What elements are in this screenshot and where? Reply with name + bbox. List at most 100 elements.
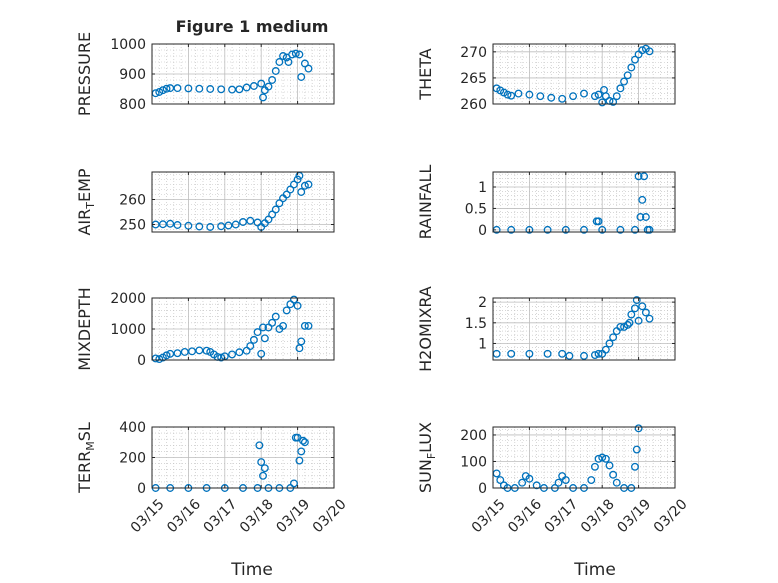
data-point (235, 348, 244, 357)
y-axis-label-subscript: F (425, 453, 438, 459)
data-point (293, 301, 302, 310)
data-point (260, 334, 269, 343)
y-tick-label: 265 (460, 71, 487, 87)
y-tick-label: 400 (119, 420, 146, 436)
y-tick-label: 270 (460, 45, 487, 61)
data-point (297, 337, 306, 346)
data-point (275, 199, 284, 208)
subplot-6: 1 1.5 2 H2OMIXRA (416, 286, 676, 372)
subplot-2: 260 265 270 THETA (416, 43, 676, 113)
data-point (525, 90, 534, 99)
data-point (293, 175, 302, 184)
data-point (259, 323, 267, 332)
data-point (295, 456, 304, 465)
data-point (612, 478, 621, 487)
data-point (525, 474, 534, 483)
y-axis-label: SUNFLUX (416, 422, 438, 493)
data-point (590, 92, 599, 101)
y-axis-label-subscript: T (84, 202, 97, 210)
y-axis-label: RAINFALL (416, 165, 435, 240)
data-point (598, 453, 607, 462)
data-point (257, 79, 266, 88)
data-point (601, 454, 610, 463)
data-point (290, 479, 298, 488)
y-axis-label-subscript: M (84, 441, 97, 451)
data-point (282, 190, 291, 199)
data-point (616, 84, 625, 93)
data-point (638, 195, 647, 204)
y-tick-label: 1000 (110, 37, 146, 53)
y-axis-label: PRESSURE (75, 32, 94, 116)
data-point (532, 481, 541, 490)
y-axis-label-text: AIR (75, 209, 94, 236)
data-point (561, 476, 570, 484)
data-point (594, 454, 603, 463)
data-point (286, 185, 295, 194)
data-point (259, 471, 267, 480)
data-point (239, 218, 247, 226)
data-point (206, 85, 215, 93)
data-point (217, 222, 226, 231)
data-point (627, 310, 636, 319)
data-point (166, 349, 175, 358)
data-point (253, 328, 262, 337)
y-axis-label-text: H2OMIXRA (416, 286, 435, 372)
y-axis-label-text: THETA (416, 48, 435, 100)
data-point (558, 94, 567, 103)
data-point (645, 47, 654, 56)
data-point (264, 215, 273, 224)
data-point (632, 296, 641, 305)
data-point (536, 92, 545, 101)
data-point (598, 98, 607, 107)
data-point (184, 84, 193, 93)
data-point (279, 321, 287, 330)
data-point (257, 458, 266, 467)
y-tick-label: 200 (119, 451, 146, 467)
data-point (503, 90, 512, 99)
data-point (275, 58, 284, 66)
data-point (561, 225, 570, 234)
data-point (565, 351, 574, 360)
data-point (598, 225, 607, 234)
data-point (627, 63, 636, 72)
plot-area (493, 298, 675, 360)
data-point (304, 321, 313, 330)
data-point (518, 478, 527, 487)
data-point (543, 349, 552, 358)
y-axis-label: H2OMIXRA (416, 286, 435, 372)
data-point (300, 321, 309, 330)
data-point (173, 84, 182, 93)
data-point (554, 478, 563, 487)
data-point (543, 225, 552, 234)
data-point (249, 82, 258, 90)
y-axis-label-text: MIXDEPTH (75, 287, 94, 370)
data-point (507, 349, 516, 358)
data-point (525, 225, 534, 234)
y-axis-label-tail: LUX (416, 422, 435, 453)
data-point (638, 302, 647, 311)
data-point (594, 217, 603, 226)
y-axis-label-tail: EMP (75, 168, 94, 202)
data-point (235, 85, 244, 94)
data-point (284, 58, 293, 66)
data-point (623, 71, 632, 80)
data-point (291, 49, 300, 58)
data-point (514, 89, 523, 98)
data-point (507, 91, 516, 100)
data-point (507, 225, 516, 234)
data-point (195, 84, 204, 93)
data-point (558, 349, 567, 358)
data-point (634, 316, 643, 325)
data-point (609, 97, 618, 106)
data-point (268, 76, 277, 84)
data-point (300, 181, 309, 190)
data-point (255, 441, 264, 450)
axes-frame (492, 297, 676, 361)
data-point (580, 89, 588, 98)
data-point (162, 84, 171, 93)
data-point (297, 188, 306, 196)
plot-area (493, 427, 675, 488)
y-axis-label-text: SUN (416, 459, 435, 493)
data-point (173, 221, 182, 229)
data-point (268, 318, 277, 327)
